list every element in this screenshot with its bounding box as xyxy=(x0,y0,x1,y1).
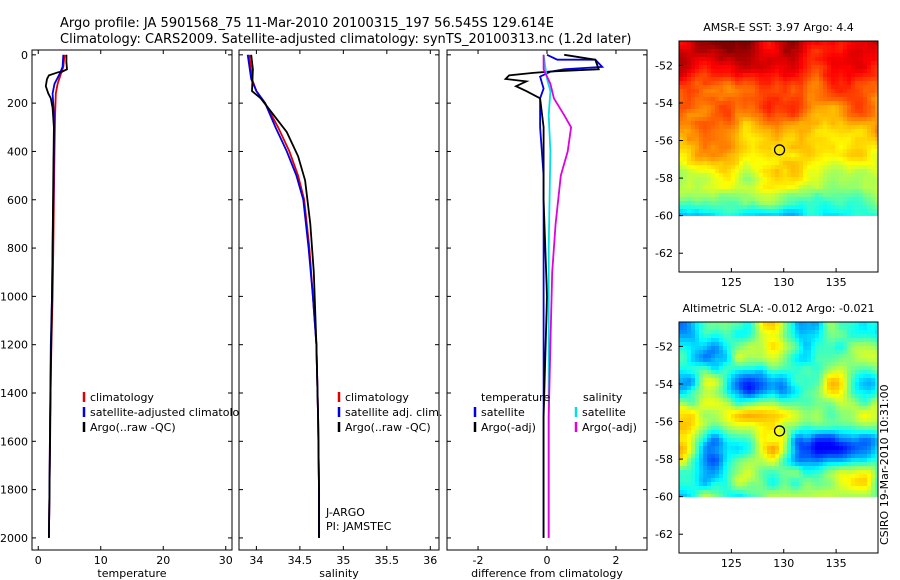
sla_map-y-tick-label: -52 xyxy=(655,340,673,353)
sst_map-x-tick-label: 125 xyxy=(721,276,742,289)
temperature-x-tick-label: 10 xyxy=(94,554,108,567)
salinity-x-tick-label: 35 xyxy=(336,554,350,567)
sla_map-y-tick-label: -58 xyxy=(655,453,673,466)
sla_map-x-tick-label: 125 xyxy=(721,557,742,570)
sst_map-title: AMSR-E SST: 3.97 Argo: 4.4 xyxy=(703,21,854,34)
temperature-y-tick-label: 400 xyxy=(7,145,28,158)
difference-legend-salinity-title: salinity xyxy=(583,391,623,404)
difference-temperature-legend-label: Argo(-adj) xyxy=(481,421,536,434)
temperature-y-tick-label: 1600 xyxy=(0,435,28,448)
title-line-1: Argo profile: JA 5901568_75 11-Mar-2010 … xyxy=(60,16,554,31)
difference-legend-temperature-title: temperature xyxy=(481,391,550,404)
sst_map-y-tick-label: -58 xyxy=(655,172,673,185)
salinity-x-axis-label: salinity xyxy=(319,567,359,580)
temperature-plot-frame xyxy=(31,49,233,551)
salinity-legend-label: climatology xyxy=(345,391,409,404)
salinity-x-tick-label: 34.5 xyxy=(288,554,313,567)
sst_map-frame xyxy=(678,40,879,273)
temperature-legend-label: satellite-adjusted climatology xyxy=(90,406,253,419)
sla_map-heatmap-raster xyxy=(679,322,879,497)
salinity-series-line-argo-raw-qc- xyxy=(250,54,320,538)
sst_map-y-tick-label: -56 xyxy=(655,135,673,148)
salinity-panel: 34 34.5 35 35.5 36 salinity climatology satelli… xyxy=(238,49,442,580)
sla_map-y-tick-label: -56 xyxy=(655,416,673,429)
sst-map-panel: AMSR-E SST: 3.97 Argo: 4.4 125 130 135 -52 -5… xyxy=(655,21,879,289)
sla_map-y-tick-label: -62 xyxy=(655,528,673,541)
salinity-annotation-program: J-ARGO xyxy=(325,506,365,519)
difference-x-axis-label: difference from climatology xyxy=(471,567,623,580)
temperature-y-tick-label: 1400 xyxy=(0,387,28,400)
temperature-y-tick-label: 1800 xyxy=(0,484,28,497)
salinity-x-tick-label: 35.5 xyxy=(375,554,400,567)
salinity-legend-label: Argo(..raw -QC) xyxy=(345,421,431,434)
temperature-x-tick-label: 0 xyxy=(35,554,42,567)
salinity-plot-frame xyxy=(238,49,440,551)
temperature-x-axis-label: temperature xyxy=(97,567,166,580)
sla_map-x-tick-label: 130 xyxy=(773,557,794,570)
credit-stamp: CSIRO 19-Mar-2010 10:31:00 xyxy=(878,384,891,545)
sst_map-y-tick-label: -54 xyxy=(655,97,673,110)
sst_map-argo-float-marker xyxy=(773,144,786,156)
temperature-y-tick-label: 0 xyxy=(21,49,28,62)
difference-x-tick-label: 0 xyxy=(544,554,551,567)
salinity-annotation-pi: PI: JAMSTEC xyxy=(326,520,392,533)
sla_map-argo-float-marker xyxy=(773,425,786,437)
difference-series-line-temperature-satellite xyxy=(539,53,605,538)
salinity-legend-label: satellite adj. clim. xyxy=(345,406,442,419)
difference-x-tick-label: 2 xyxy=(612,554,619,567)
sst_map-y-tick-label: -60 xyxy=(655,210,673,223)
sla_map-x-tick-label: 135 xyxy=(826,557,847,570)
sla-map-panel: Altimetric SLA: -0.012 Argo: -0.021 125 13… xyxy=(655,302,879,570)
temperature-y-tick-label: 2000 xyxy=(0,532,28,545)
temperature-legend-label: Argo(..raw -QC) xyxy=(90,421,176,434)
salinity-x-tick-label: 34 xyxy=(249,554,263,567)
temperature-y-tick-label: 200 xyxy=(7,97,28,110)
difference-temperature-legend-label: satellite xyxy=(481,406,525,419)
sst_map-y-tick-label: -62 xyxy=(655,247,673,260)
temperature-y-tick-label: 800 xyxy=(7,242,28,255)
difference-salinity-legend-label: Argo(-adj) xyxy=(582,421,637,434)
sst_map-heatmap-raster xyxy=(679,41,879,216)
sla_map-title: Altimetric SLA: -0.012 Argo: -0.021 xyxy=(683,302,875,315)
temperature-y-tick-label: 600 xyxy=(7,194,28,207)
sla_map-y-tick-label: -60 xyxy=(655,491,673,504)
difference-series-line-temperature-argo-adj- xyxy=(503,53,600,538)
sst_map-x-tick-label: 130 xyxy=(773,276,794,289)
temperature-legend-label: climatology xyxy=(90,391,154,404)
temperature-y-tick-label: 1000 xyxy=(0,290,28,303)
temperature-panel: 0 10 20 30 0 200 400 600 800 1000 1200 1400 1600 1800… xyxy=(0,49,253,580)
temperature-x-tick-label: 20 xyxy=(156,554,170,567)
sst_map-y-tick-label: -52 xyxy=(655,59,673,72)
sla_map-y-tick-label: -54 xyxy=(655,378,673,391)
temperature-y-tick-label: 1200 xyxy=(0,339,28,352)
difference-salinity-legend-label: satellite xyxy=(582,406,626,419)
salinity-x-tick-label: 36 xyxy=(423,554,437,567)
title-line-2: Climatology: CARS2009. Satellite-adjuste… xyxy=(60,32,632,47)
sla_map-frame xyxy=(678,321,879,554)
difference-x-tick-label: -2 xyxy=(473,554,484,567)
sst_map-x-tick-label: 135 xyxy=(826,276,847,289)
temperature-series-line-argo-raw-qc- xyxy=(44,54,68,538)
temperature-x-tick-label: 30 xyxy=(219,554,233,567)
difference-series-line-salinity-argo-adj- xyxy=(542,54,573,538)
